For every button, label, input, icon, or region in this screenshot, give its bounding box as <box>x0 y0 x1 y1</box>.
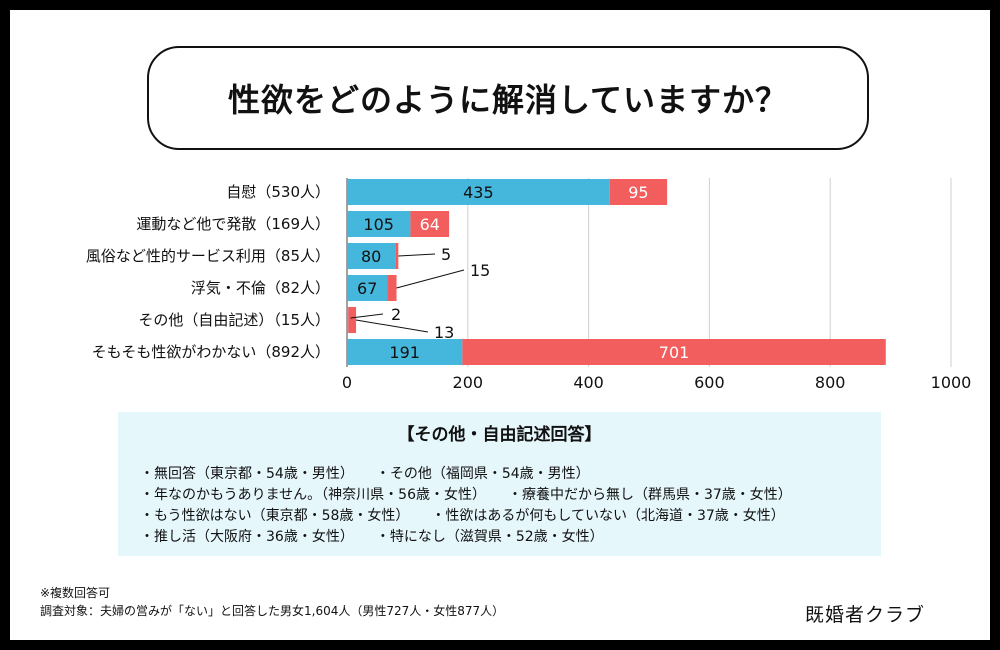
free-answer-row: ・もう性欲はない（東京都・58歳・女性） ・性欲はあるが何もしていない（北海道・3… <box>140 506 792 527</box>
x-tick-label: 400 <box>573 373 604 392</box>
data-label: 191 <box>389 343 420 362</box>
data-label: 64 <box>420 215 440 234</box>
x-tick-label: 200 <box>453 373 484 392</box>
bar-segment-blue <box>347 339 463 365</box>
bar-segment-red <box>348 307 357 333</box>
bar-segment-blue <box>347 243 396 269</box>
free-answer-row: ・年なのかもうありません。（神奈川県・56歳・女性） ・療養中だから無し（群馬県・… <box>140 485 792 506</box>
free-answer-item: ・特になし（滋賀県・52歳・女性） <box>375 529 604 545</box>
bar-segment-blue <box>347 275 388 301</box>
free-answer-list: ・無回答（東京都・54歳・男性） ・その他（福岡県・54歳・男性） ・年なのかもう… <box>140 464 792 548</box>
footnote-multiple-answers: ※複数回答可 <box>40 586 111 600</box>
leader-line <box>350 313 384 319</box>
leader-line <box>398 253 436 257</box>
leader-line <box>396 269 465 289</box>
data-label: 105 <box>363 215 394 234</box>
data-label: 80 <box>361 247 381 266</box>
x-tick-label: 1000 <box>931 373 972 392</box>
brand-logo: 既婚者クラブ <box>805 604 926 626</box>
free-answer-item: ・年なのかもうありません。（神奈川県・56歳・女性） <box>140 487 486 503</box>
data-label: 13 <box>434 323 454 342</box>
free-answer-item: ・もう性欲はない（東京都・58歳・女性） <box>140 508 410 524</box>
bar-chart: 0 200 400 600 800 1000 自慰（530人） 435 95 運動など他で発散（1… <box>86 178 972 392</box>
free-answer-item: ・無回答（東京都・54歳・男性） <box>140 466 354 482</box>
bar-segment-red <box>462 339 886 365</box>
category-label: 自慰（530人） <box>226 183 330 201</box>
free-answer-item: ・推し活（大阪府・36歳・女性） <box>140 529 354 545</box>
page-title: 性欲をどのように解消していますか？ <box>227 81 789 119</box>
free-answer-item: ・性欲はあるが何もしていない（北海道・37歳・女性） <box>431 508 785 524</box>
bar-segment-red <box>395 243 399 269</box>
bar-segment-red <box>410 211 450 237</box>
free-answer-row: ・無回答（東京都・54歳・男性） ・その他（福岡県・54歳・男性） <box>140 464 792 485</box>
free-answer-box: 【その他・自由記述回答】 ・無回答（東京都・54歳・男性） ・その他（福岡県・54… <box>118 412 881 556</box>
bar-segment-red <box>387 275 397 301</box>
category-label: 浮気・不倫（82人） <box>191 279 330 297</box>
free-answer-title: 【その他・自由記述回答】 <box>397 425 602 445</box>
bar-segment-red <box>609 179 668 205</box>
infographic-card: 性欲をどのように解消していますか？ 0 200 400 600 800 1000 自慰（53… <box>10 10 990 640</box>
data-label: 15 <box>470 261 490 280</box>
title-box: 性欲をどのように解消していますか？ <box>147 46 869 150</box>
footnote-survey-target: 調査対象：夫婦の営みが「ない」と回答した男女1,604人（男性727人・女性87… <box>40 604 505 618</box>
free-answer-item: ・療養中だから無し（群馬県・37歳・女性） <box>507 487 792 503</box>
free-answer-row: ・推し活（大阪府・36歳・女性） ・特になし（滋賀県・52歳・女性） <box>140 527 792 548</box>
data-label: 701 <box>659 343 690 362</box>
data-label: 67 <box>357 279 377 298</box>
x-tick-label: 800 <box>815 373 846 392</box>
data-label: 95 <box>628 183 648 202</box>
bar-segment-blue <box>347 307 349 333</box>
leader-line <box>355 319 429 333</box>
category-label: 風俗など性的サービス利用（85人） <box>86 247 330 265</box>
category-label: 運動など他で発散（169人） <box>136 215 330 233</box>
category-label: その他（自由記述）（15人） <box>138 311 330 329</box>
free-answer-item: ・その他（福岡県・54歳・男性） <box>375 466 590 482</box>
bar-segment-blue <box>347 211 411 237</box>
data-label: 435 <box>463 183 494 202</box>
data-label: 5 <box>441 245 451 264</box>
bar-segment-blue <box>347 179 610 205</box>
data-label: 2 <box>391 305 401 324</box>
x-tick-label: 600 <box>694 373 725 392</box>
category-label: そもそも性欲がわかない（892人） <box>92 343 330 361</box>
x-tick-label: 0 <box>342 373 352 392</box>
